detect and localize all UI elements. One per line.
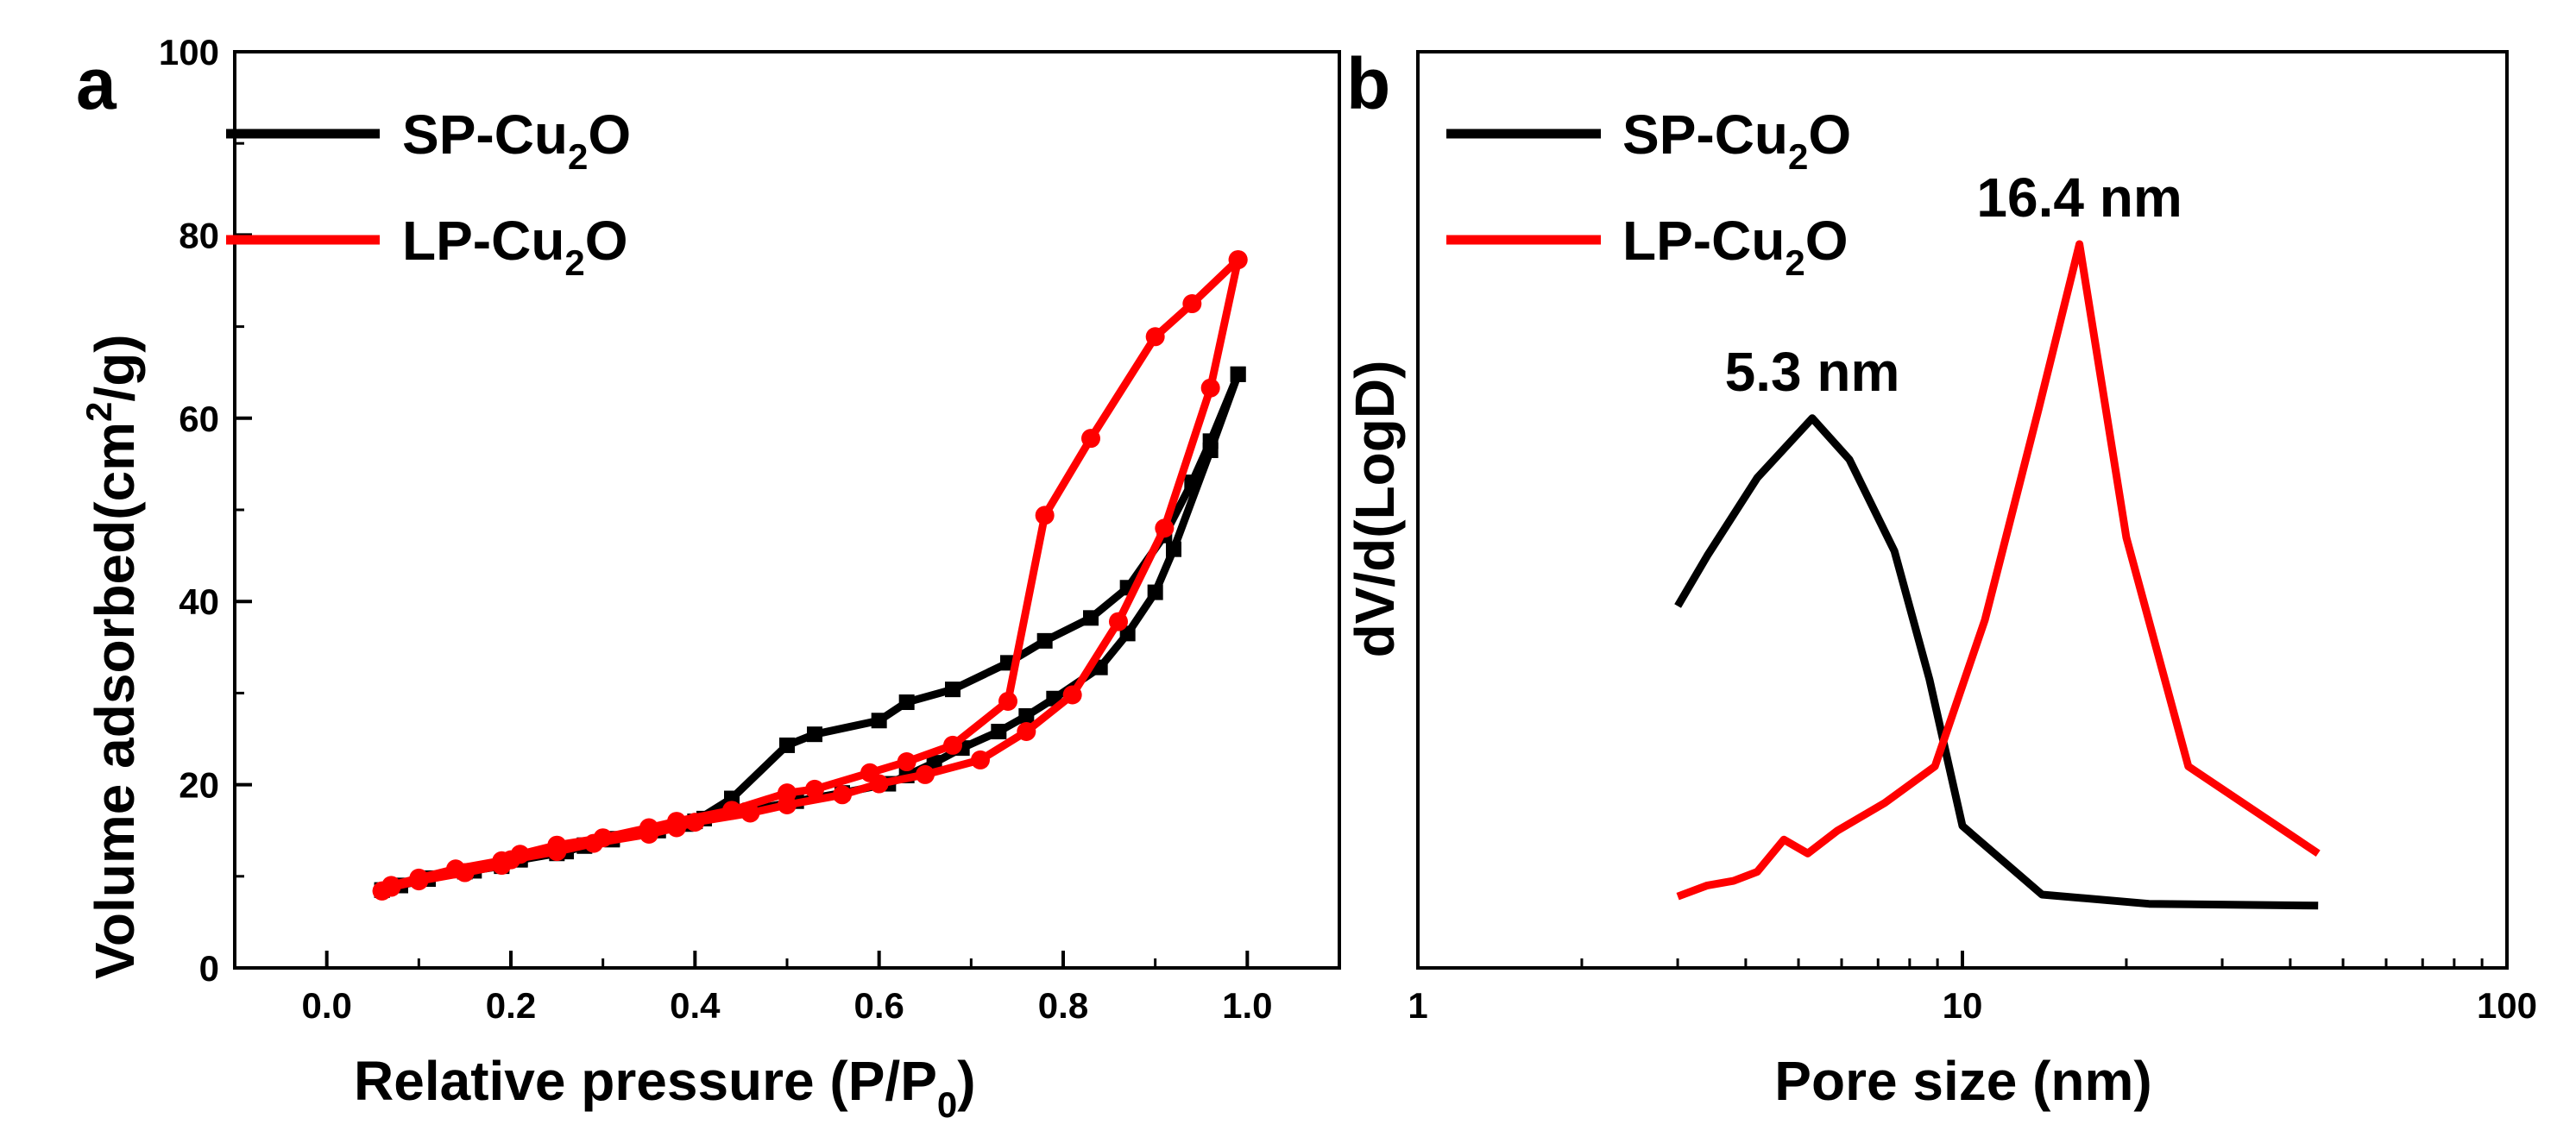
panel-a-ytick-label: 0 xyxy=(199,948,219,989)
panel-a-point-lp xyxy=(409,868,429,888)
panel-b-series-line-sp xyxy=(1674,414,2319,910)
panel-a-xlabel-sub: 0 xyxy=(937,1084,957,1125)
panel-a-point-sp xyxy=(871,713,887,729)
panel-a-ytick-label: 100 xyxy=(159,32,219,72)
panel-b-legend-label-sp: SP-Cu2O xyxy=(1622,104,1851,177)
panel-a-point-sp xyxy=(1147,584,1163,600)
panel-a-legend-label-lp: LP-Cu2O xyxy=(402,210,628,283)
panel-a-ylabel-sup: 2 xyxy=(79,402,119,422)
panel-a-label: a xyxy=(76,43,117,124)
panel-a-xtick-label: 0.8 xyxy=(1038,985,1088,1026)
panel-a-point-sp xyxy=(1202,433,1219,449)
panel-a-xtick-label: 0.0 xyxy=(301,985,351,1026)
panel-a-ylabel: Volume adsorbed(cm2/g) xyxy=(79,334,146,979)
panel-a-point-lp xyxy=(510,845,530,864)
panel-a-point-lp xyxy=(685,813,705,832)
panel-a-point-lp xyxy=(998,691,1017,711)
panel-a-point-lp xyxy=(860,763,879,782)
panel-a-point-lp xyxy=(722,801,741,820)
panel-a-legend: SP-Cu2O LP-Cu2O xyxy=(226,104,631,283)
panel-a-ytick-label: 80 xyxy=(179,215,219,255)
panel-a-point-lp xyxy=(805,779,824,799)
panel-b-series: 5.3 nm 16.4 nm xyxy=(1674,166,2321,910)
panel-a-point-lp xyxy=(740,803,760,823)
panel-b-label: b xyxy=(1346,43,1390,124)
panel-a-point-sp xyxy=(945,682,960,698)
panel-a-point-lp xyxy=(372,881,392,901)
panel-a-point-lp xyxy=(593,828,613,848)
panel-a-legend-label-sp: SP-Cu2O xyxy=(402,104,631,177)
panel-b-legend: SP-Cu2O LP-Cu2O xyxy=(1446,104,1851,283)
panel-a-point-lp xyxy=(1035,506,1055,525)
panel-b-ylabel: dV/d(LogD) xyxy=(1344,361,1406,658)
panel-a-point-lp xyxy=(833,785,852,805)
panel-a-xlabel-end: ) xyxy=(957,1050,975,1112)
panel-a-xtick-label: 0.2 xyxy=(486,985,536,1026)
panel-a-point-lp xyxy=(446,859,465,879)
panel-a-point-lp xyxy=(1155,518,1175,538)
panel-a-point-lp xyxy=(1017,722,1036,742)
panel-a-point-sp xyxy=(1036,632,1053,649)
panel-a-point-lp xyxy=(1182,294,1202,314)
panel-a-point-lp xyxy=(943,735,962,755)
panel-b-xtick-label: 1 xyxy=(1408,985,1427,1026)
panel-a-point-lp xyxy=(1062,685,1082,705)
panel-b-xlabel: Pore size (nm) xyxy=(1774,1050,2151,1112)
panel-a-point-sp xyxy=(926,755,942,771)
panel-a-point-sp xyxy=(898,694,915,711)
panel-a-point-sp xyxy=(807,726,822,743)
panel-a-point-lp xyxy=(971,750,990,770)
panel-a-point-lp xyxy=(1081,429,1100,449)
panel-a-xlabel-main: Relative pressure (P/P xyxy=(354,1050,937,1112)
panel-a-point-sp xyxy=(1119,625,1136,642)
panel-a-point-lp xyxy=(547,835,567,855)
panel-b: b 1 10 100 5.3 nm 16.4 nm Pore size (nm) dV… xyxy=(1344,43,2537,1112)
panel-b-xtick-label: 10 xyxy=(1943,985,1983,1026)
panel-a-ylabel-main: Volume adsorbed(cm xyxy=(84,422,146,979)
panel-a-point-sp xyxy=(1018,707,1035,724)
panel-a-ytick-label: 20 xyxy=(179,765,219,806)
panel-a-point-sp xyxy=(1230,366,1246,382)
panel-a-xtick-label: 0.4 xyxy=(670,985,721,1026)
panel-a-axes: 0.0 0.2 0.4 0.6 0.8 1.0 0 20 40 60 80 100 xyxy=(159,32,1273,1026)
panel-a-ytick-label: 40 xyxy=(179,581,219,622)
panel-a-point-lp xyxy=(1145,327,1165,347)
panel-b-peak-annotation: 5.3 nm xyxy=(1725,341,1900,403)
panel-a-xlabel: Relative pressure (P/P0) xyxy=(354,1050,976,1125)
panel-a-point-sp xyxy=(991,724,1007,740)
panel-a-point-lp xyxy=(1228,250,1248,270)
panel-a-point-sp xyxy=(1083,610,1099,626)
panel-b-axes: 1 10 100 xyxy=(1408,951,2537,1026)
panel-a-point-lp xyxy=(667,812,686,832)
panel-a-ylabel-end: /g) xyxy=(84,334,146,401)
panel-a-point-lp xyxy=(778,783,797,803)
panel-b-xtick-label: 100 xyxy=(2477,985,2537,1026)
panel-a-point-lp xyxy=(492,851,512,870)
panel-a-series xyxy=(372,250,1248,901)
panel-a-point-sp xyxy=(779,737,795,753)
panel-b-legend-label-lp: LP-Cu2O xyxy=(1622,210,1849,283)
panel-b-peak-annotation: 16.4 nm xyxy=(1976,166,2182,229)
panel-a-xtick-label: 1.0 xyxy=(1222,985,1272,1026)
panel-a-point-lp xyxy=(897,752,916,772)
panel-b-series-line-lp xyxy=(1676,240,2321,901)
panel-a-point-sp xyxy=(1184,474,1200,491)
panel-a-xtick-label: 0.6 xyxy=(853,985,904,1026)
panel-a-point-sp xyxy=(1166,541,1181,557)
panel-a-point-lp xyxy=(916,764,935,784)
panel-a-point-lp xyxy=(1109,612,1128,631)
panel-a-point-lp xyxy=(1200,378,1220,398)
panel-a-point-lp xyxy=(639,818,658,838)
panel-a-ytick-label: 60 xyxy=(179,399,219,439)
